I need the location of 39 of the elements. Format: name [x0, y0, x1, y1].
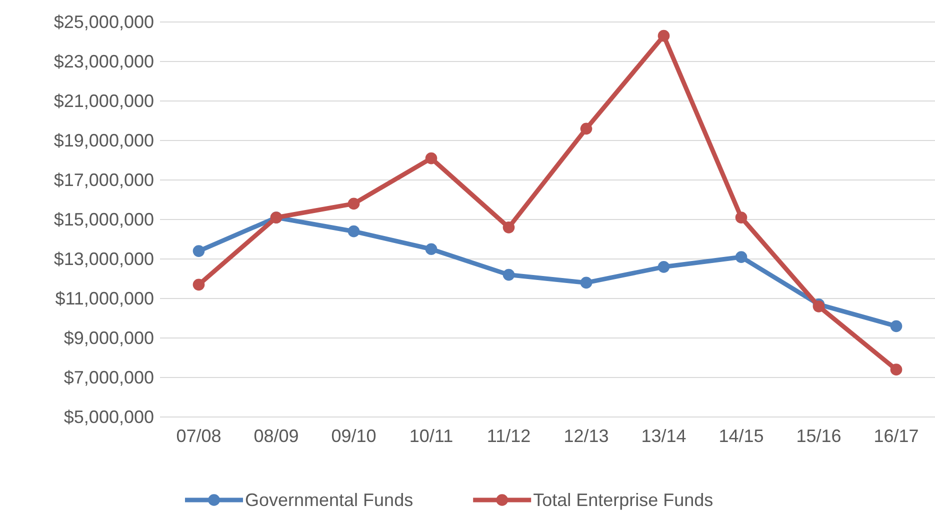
- x-tick-label: 13/14: [641, 426, 686, 446]
- y-tick-label: $9,000,000: [64, 328, 154, 348]
- point: [890, 364, 902, 376]
- point: [580, 276, 592, 289]
- y-tick-label: $7,000,000: [64, 367, 154, 388]
- y-tick-label: $23,000,000: [54, 51, 154, 72]
- point: [192, 245, 205, 258]
- point: [890, 320, 902, 332]
- x-tick-label: 11/12: [486, 426, 531, 446]
- y-tick-label: $5,000,000: [64, 406, 154, 427]
- legend-label: Governmental Funds: [245, 490, 414, 510]
- y-tick-label: $11,000,000: [55, 288, 154, 308]
- x-tick-label: 07/08: [176, 426, 222, 446]
- point: [425, 152, 438, 164]
- x-tick-label: 09/10: [331, 426, 376, 446]
- point: [658, 30, 670, 42]
- x-tick-label: 10/11: [409, 426, 454, 446]
- point: [735, 212, 748, 224]
- y-tick-label: $21,000,000: [54, 90, 154, 111]
- legend-label: Total Enterprise Funds: [533, 490, 714, 510]
- y-tick-label: $15,000,000: [54, 209, 154, 230]
- x-tick-label: 08/09: [254, 426, 299, 446]
- x-tick-label: 12/13: [564, 426, 609, 446]
- point: [425, 243, 438, 256]
- x-tick-label: 15/16: [796, 426, 842, 446]
- point: [348, 198, 360, 210]
- point: [502, 221, 515, 234]
- y-tick-label: $19,000,000: [54, 130, 154, 150]
- point: [192, 278, 205, 291]
- point: [502, 268, 515, 281]
- x-tick-label: 16/17: [874, 426, 919, 446]
- point: [580, 122, 592, 135]
- x-tick-label: 14/15: [718, 426, 764, 446]
- point: [658, 260, 670, 273]
- y-tick-label: $13,000,000: [54, 248, 154, 269]
- y-tick-label: $17,000,000: [54, 170, 154, 190]
- point: [348, 225, 360, 238]
- y-tick-label: $25,000,000: [54, 12, 154, 32]
- point: [735, 251, 748, 263]
